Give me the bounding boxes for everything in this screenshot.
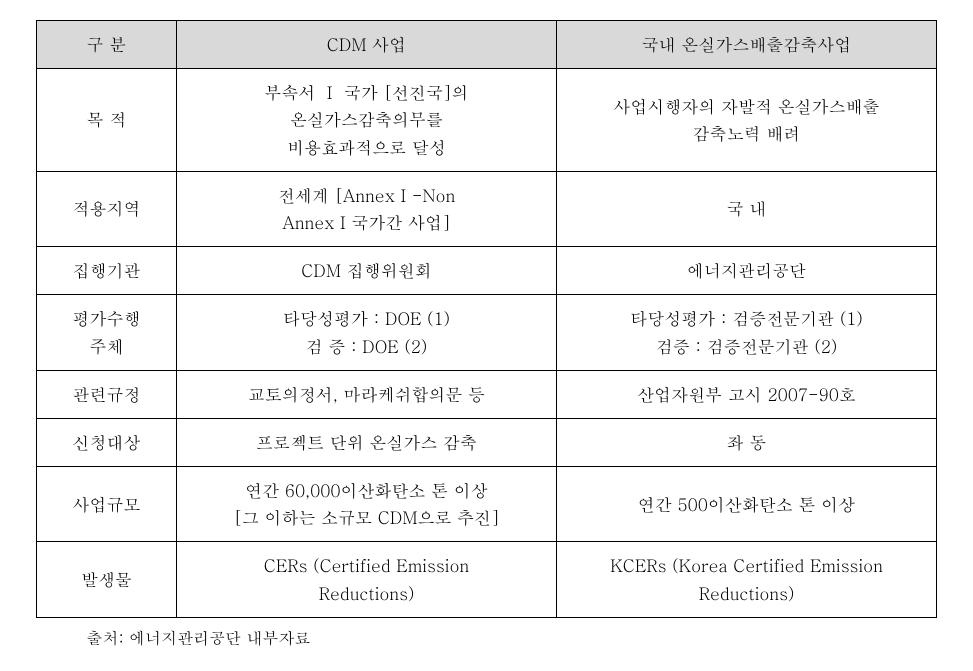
comparison-table: 구 분 CDM 사업 국내 온실가스배출감축사업 목 적부속서 Ⅰ 국가 [선진… — [36, 20, 937, 618]
table-row: 관련규정교토의정서, 마라케쉬합의문 등산업자원부 고시 2007-90호 — [37, 370, 937, 418]
cell-domestic: 연간 500이산화탄소 톤 이상 — [557, 467, 937, 542]
cell-cdm: 프로젝트 단위 온실가스 감축 — [177, 418, 557, 466]
cell-category: 집행기관 — [37, 247, 177, 295]
table-body: 목 적부속서 Ⅰ 국가 [선진국]의온실가스감축의무를비용효과적으로 달성사업시… — [37, 69, 937, 618]
table-row: 발생물CERs (Certified EmissionReductions)KC… — [37, 542, 937, 617]
cell-category: 적용지역 — [37, 171, 177, 246]
cell-domestic: 타당성평가 : 검증전문기관 (1)검증 : 검증전문기관 (2) — [557, 295, 937, 370]
table-row: 사업규모연간 60,000이산화탄소 톤 이상[그 이하는 소규모 CDM으로 … — [37, 467, 937, 542]
cell-cdm: 전세계 [AnnexⅠ-NonAnnexⅠ국가간 사업] — [177, 171, 557, 246]
cell-domestic: KCERs (Korea Certified EmissionReduction… — [557, 542, 937, 617]
cell-category: 평가수행주체 — [37, 295, 177, 370]
header-category: 구 분 — [37, 21, 177, 69]
cell-cdm: 교토의정서, 마라케쉬합의문 등 — [177, 370, 557, 418]
cell-cdm: CDM 집행위원회 — [177, 247, 557, 295]
cell-category: 발생물 — [37, 542, 177, 617]
cell-cdm: CERs (Certified EmissionReductions) — [177, 542, 557, 617]
table-row: 목 적부속서 Ⅰ 국가 [선진국]의온실가스감축의무를비용효과적으로 달성사업시… — [37, 69, 937, 172]
table-row: 평가수행주체타당성평가 : DOE (1)검 증 : DOE (2)타당성평가 … — [37, 295, 937, 370]
cell-domestic: 산업자원부 고시 2007-90호 — [557, 370, 937, 418]
table-header-row: 구 분 CDM 사업 국내 온실가스배출감축사업 — [37, 21, 937, 69]
source-text: 출처: 에너지관리공단 내부자료 — [37, 626, 937, 649]
cell-cdm: 부속서 Ⅰ 국가 [선진국]의온실가스감축의무를비용효과적으로 달성 — [177, 69, 557, 172]
table-row: 집행기관CDM 집행위원회에너지관리공단 — [37, 247, 937, 295]
cell-domestic: 국 내 — [557, 171, 937, 246]
cell-category: 신청대상 — [37, 418, 177, 466]
cell-domestic: 사업시행자의 자발적 온실가스배출감축노력 배려 — [557, 69, 937, 172]
header-cdm: CDM 사업 — [177, 21, 557, 69]
cell-category: 목 적 — [37, 69, 177, 172]
cell-category: 사업규모 — [37, 467, 177, 542]
cell-category: 관련규정 — [37, 370, 177, 418]
table-row: 신청대상프로젝트 단위 온실가스 감축좌 동 — [37, 418, 937, 466]
cell-domestic: 에너지관리공단 — [557, 247, 937, 295]
cell-domestic: 좌 동 — [557, 418, 937, 466]
table-row: 적용지역전세계 [AnnexⅠ-NonAnnexⅠ국가간 사업]국 내 — [37, 171, 937, 246]
header-domestic: 국내 온실가스배출감축사업 — [557, 21, 937, 69]
cell-cdm: 타당성평가 : DOE (1)검 증 : DOE (2) — [177, 295, 557, 370]
cell-cdm: 연간 60,000이산화탄소 톤 이상[그 이하는 소규모 CDM으로 추진] — [177, 467, 557, 542]
